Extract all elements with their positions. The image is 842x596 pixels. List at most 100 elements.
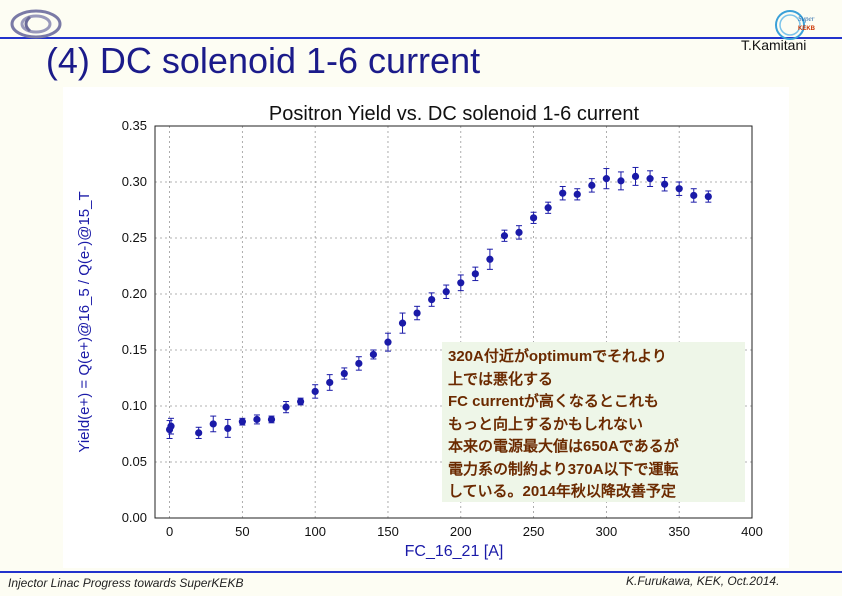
data-point [631,166,640,186]
point-marker [573,190,581,198]
data-point [326,374,334,391]
header-rule [0,37,842,39]
data-point [588,178,596,193]
point-marker [238,418,246,426]
data-point [355,356,363,371]
point-marker [311,387,319,396]
data-point [544,201,552,214]
data-point [297,397,305,406]
point-marker [340,369,348,378]
x-tick-label: 0 [166,524,173,539]
data-point [209,415,217,433]
data-point [267,415,276,424]
x-axis-label: FC_16_21 [A] [405,543,504,560]
point-marker [326,378,334,387]
point-marker [167,422,175,430]
x-tick-label: 350 [668,524,690,539]
point-marker [559,189,567,197]
plot-frame [154,125,753,519]
point-marker [661,180,669,188]
y-tick-label: 0.25 [122,230,147,245]
data-point [617,171,625,191]
data-point [195,426,203,439]
author-label: T.Kamitani [741,37,807,53]
point-marker [267,415,276,424]
point-marker [398,319,407,327]
logo-text-kekb: KEKB [798,26,816,32]
x-tick-label: 100 [304,524,326,539]
kek-logo-icon [10,8,68,40]
data-point [602,168,610,190]
point-marker [486,255,494,263]
data-point [398,312,407,334]
point-marker [428,296,436,304]
y-tick-label: 0.20 [122,286,147,301]
data-point [384,332,392,352]
data-point [428,292,436,307]
data-point [529,211,538,224]
x-tick-label: 50 [235,524,249,539]
y-tick-label: 0.35 [122,118,147,133]
point-marker [253,415,261,424]
point-marker [646,175,654,183]
slide-title: (4) DC solenoid 1-6 current [45,40,481,81]
point-marker [704,192,712,201]
point-marker [195,429,203,437]
data-point [573,188,581,201]
footer-left: Injector Linac Progress towards SuperKEK… [8,576,244,590]
point-marker [457,279,465,287]
data-point [253,414,261,425]
data-point [369,349,378,360]
data-point [167,417,175,435]
chart-title: Positron Yield vs. DC solenoid 1-6 curre… [269,103,640,125]
data-point [675,181,683,196]
data-point [238,417,246,426]
data-point [661,177,669,192]
point-marker [209,420,217,428]
annotation-line: 上では悪化する [448,370,554,388]
point-marker [369,350,378,359]
logo-text-super: Super [798,15,815,23]
point-marker [588,181,596,189]
point-marker [617,177,625,185]
point-marker [384,338,392,346]
y-tick-label: 0.05 [122,454,147,469]
x-tick-label: 300 [596,524,618,539]
point-marker [224,424,232,432]
data-point [515,225,523,240]
annotation-line: もっと向上するかもしれない [448,415,644,433]
data-point [413,305,421,321]
annotation-line: FC currentが高くなるとこれも [448,393,659,410]
annotation-line: 320A付近がoptimumでそれより [448,348,667,365]
x-tick-label: 400 [741,524,763,539]
data-point [457,274,465,292]
y-tick-label: 0.15 [122,342,147,357]
data-point [646,170,654,187]
data-point [486,248,494,270]
data-point [690,188,698,203]
data-point [442,284,450,299]
point-marker [413,309,421,317]
data-point [471,266,479,282]
point-marker [515,228,523,236]
point-marker [675,185,683,193]
x-tick-label: 150 [377,524,399,539]
x-tick-label: 250 [523,524,545,539]
point-marker [442,288,450,296]
data-point [340,367,348,380]
annotation-line: 本来の電源最大値は650Aであるが [448,438,679,455]
point-marker [471,270,479,278]
data-point [500,229,509,242]
annotation-line: している。2014年秋以降改善予定 [448,483,676,500]
footer-rule [0,571,842,573]
point-marker [529,214,538,222]
data-point [559,185,567,201]
point-marker [690,191,698,200]
point-marker [282,403,290,411]
point-marker [602,175,610,183]
data-point [311,384,319,399]
annotation-line: 電力系の制約より370A以下で運転 [448,460,679,478]
y-tick-label: 0.30 [122,174,147,189]
point-marker [297,397,305,406]
y-tick-label: 0.00 [122,510,147,525]
